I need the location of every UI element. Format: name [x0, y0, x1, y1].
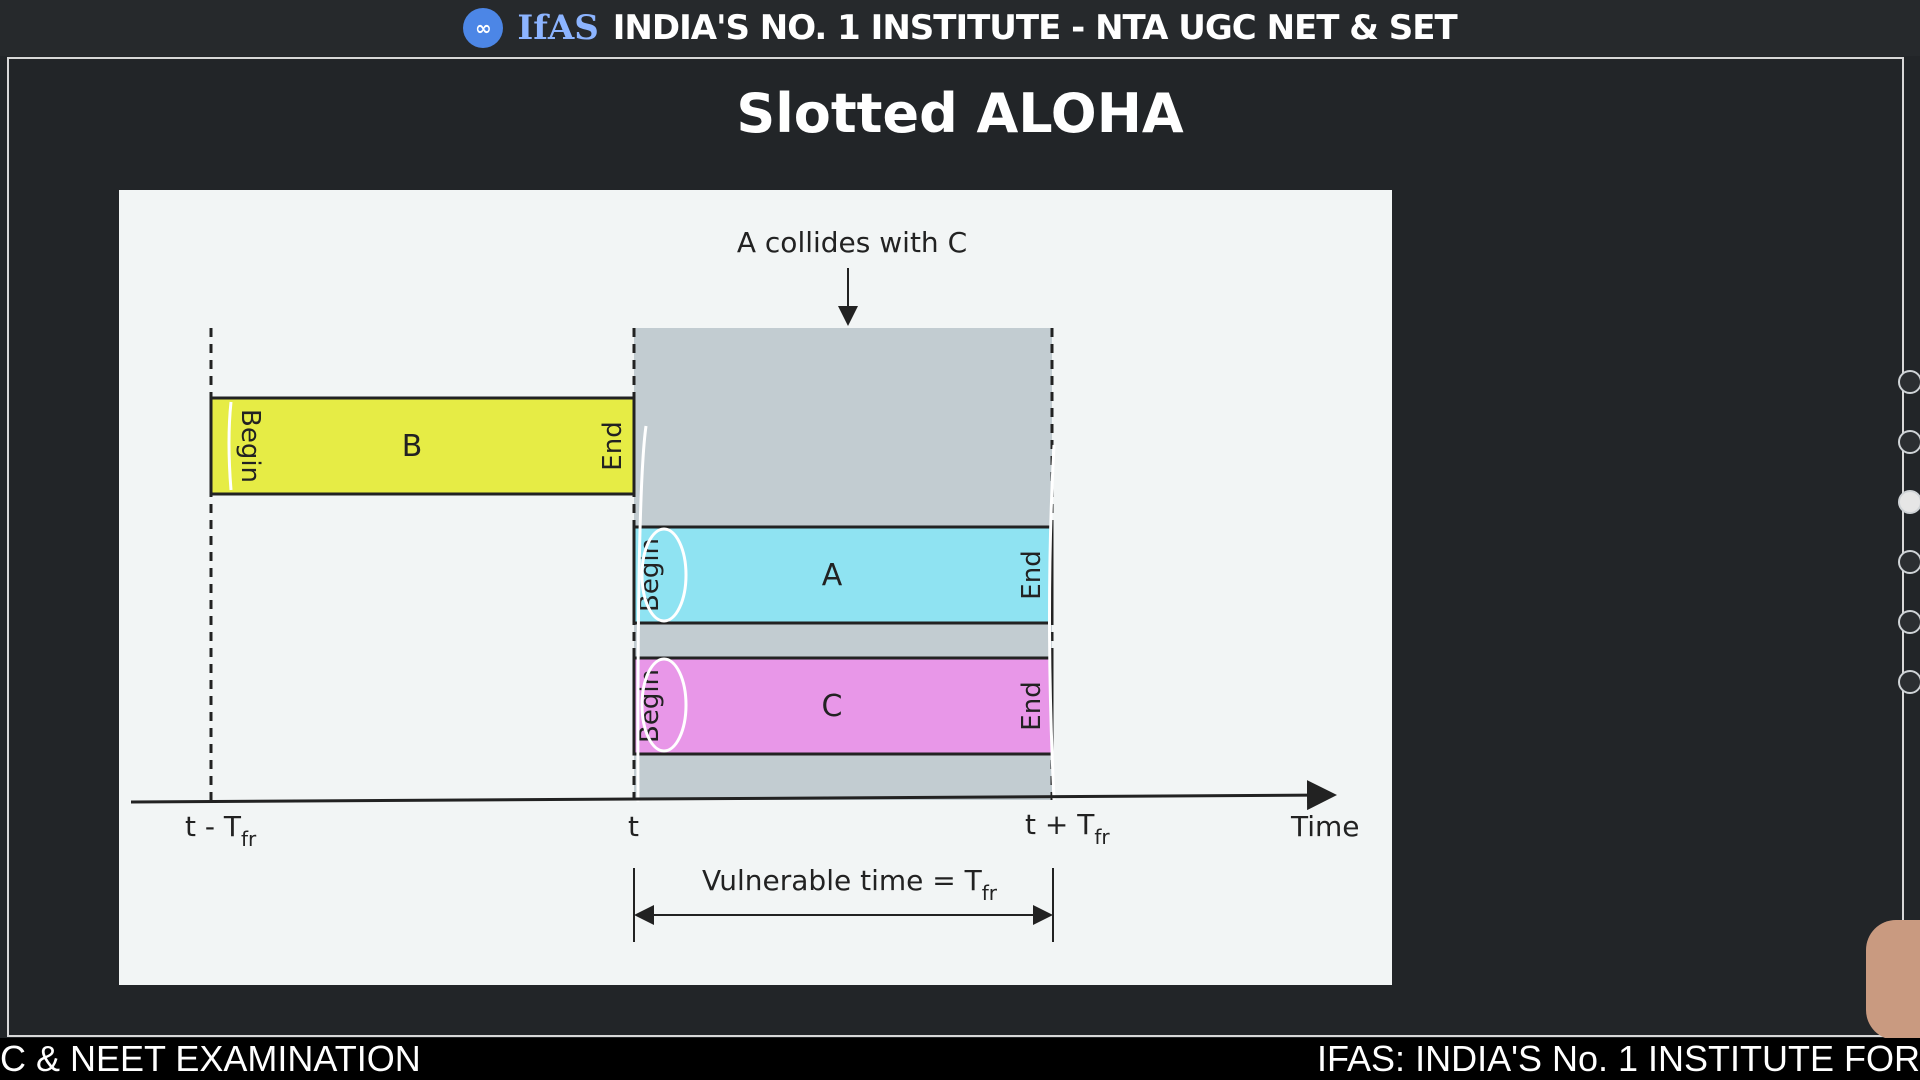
slotted-aloha-diagram: A collides with C Begin B End Begin A En… [130, 226, 1360, 942]
slide-title: Slotted ALOHA [736, 82, 1184, 145]
frame-c-box [632, 656, 1054, 756]
settings-icon[interactable] [1898, 670, 1920, 694]
frame-a: Begin A End [632, 525, 1054, 625]
slide-frame [7, 57, 1904, 1037]
handdrawn-circle-a [640, 527, 688, 623]
frame-b-end: End [598, 421, 628, 470]
pen-icon[interactable] [1898, 490, 1920, 514]
frame-a-end: End [1017, 550, 1047, 599]
frame-a-label: A [822, 558, 843, 593]
frame-c-begin: Begin [635, 669, 665, 743]
frame-c-end: End [1017, 681, 1047, 730]
frame-b: Begin B End [209, 396, 636, 496]
frame-c: Begin C End [632, 656, 1054, 756]
ticker-text-right: IFAS: INDIA'S No. 1 INSTITUTE FOR [1317, 1038, 1920, 1079]
frame-b-label: B [402, 429, 423, 464]
frame-b-box [209, 396, 636, 496]
top-banner: ∞ IfAS INDIA'S NO. 1 INSTITUTE - NTA UGC… [0, 0, 1920, 56]
logo-text: IfAS [517, 8, 599, 48]
handdrawn-stroke-left [636, 425, 648, 803]
tick-label-start: t - Tfr [185, 810, 257, 851]
play-icon[interactable] [1898, 370, 1920, 394]
banner-title: INDIA'S NO. 1 INSTITUTE - NTA UGC NET & … [612, 8, 1458, 48]
info-icon[interactable] [1898, 430, 1920, 454]
image-icon[interactable] [1898, 550, 1920, 574]
tick-label-end: t + Tfr [1025, 808, 1110, 849]
handdrawn-stroke-b [227, 401, 233, 491]
presenter-hand [1866, 920, 1920, 1040]
time-axis [130, 780, 1337, 811]
handdrawn-stroke-right [1048, 444, 1056, 801]
axis-label: Time [1290, 810, 1360, 843]
frame-b-begin: Begin [235, 409, 265, 483]
more-icon[interactable] [1898, 610, 1920, 634]
side-toolbar [1890, 370, 1920, 710]
tick-label-t: t [628, 810, 639, 843]
news-ticker: C & NEET EXAMINATION IFAS: INDIA'S No. 1… [0, 1038, 1920, 1080]
ifas-logo-icon: ∞ [463, 8, 504, 48]
handdrawn-circle-c [640, 657, 688, 753]
collision-annotation: A collides with C [737, 226, 967, 259]
ticker-text-left: C & NEET EXAMINATION [0, 1038, 421, 1079]
frame-a-box [632, 525, 1054, 625]
diagram-panel: A collides with C Begin B End Begin A En… [119, 190, 1392, 985]
vulnerable-time-label: Vulnerable time = Tfr [702, 864, 998, 905]
frame-c-label: C [822, 689, 843, 724]
